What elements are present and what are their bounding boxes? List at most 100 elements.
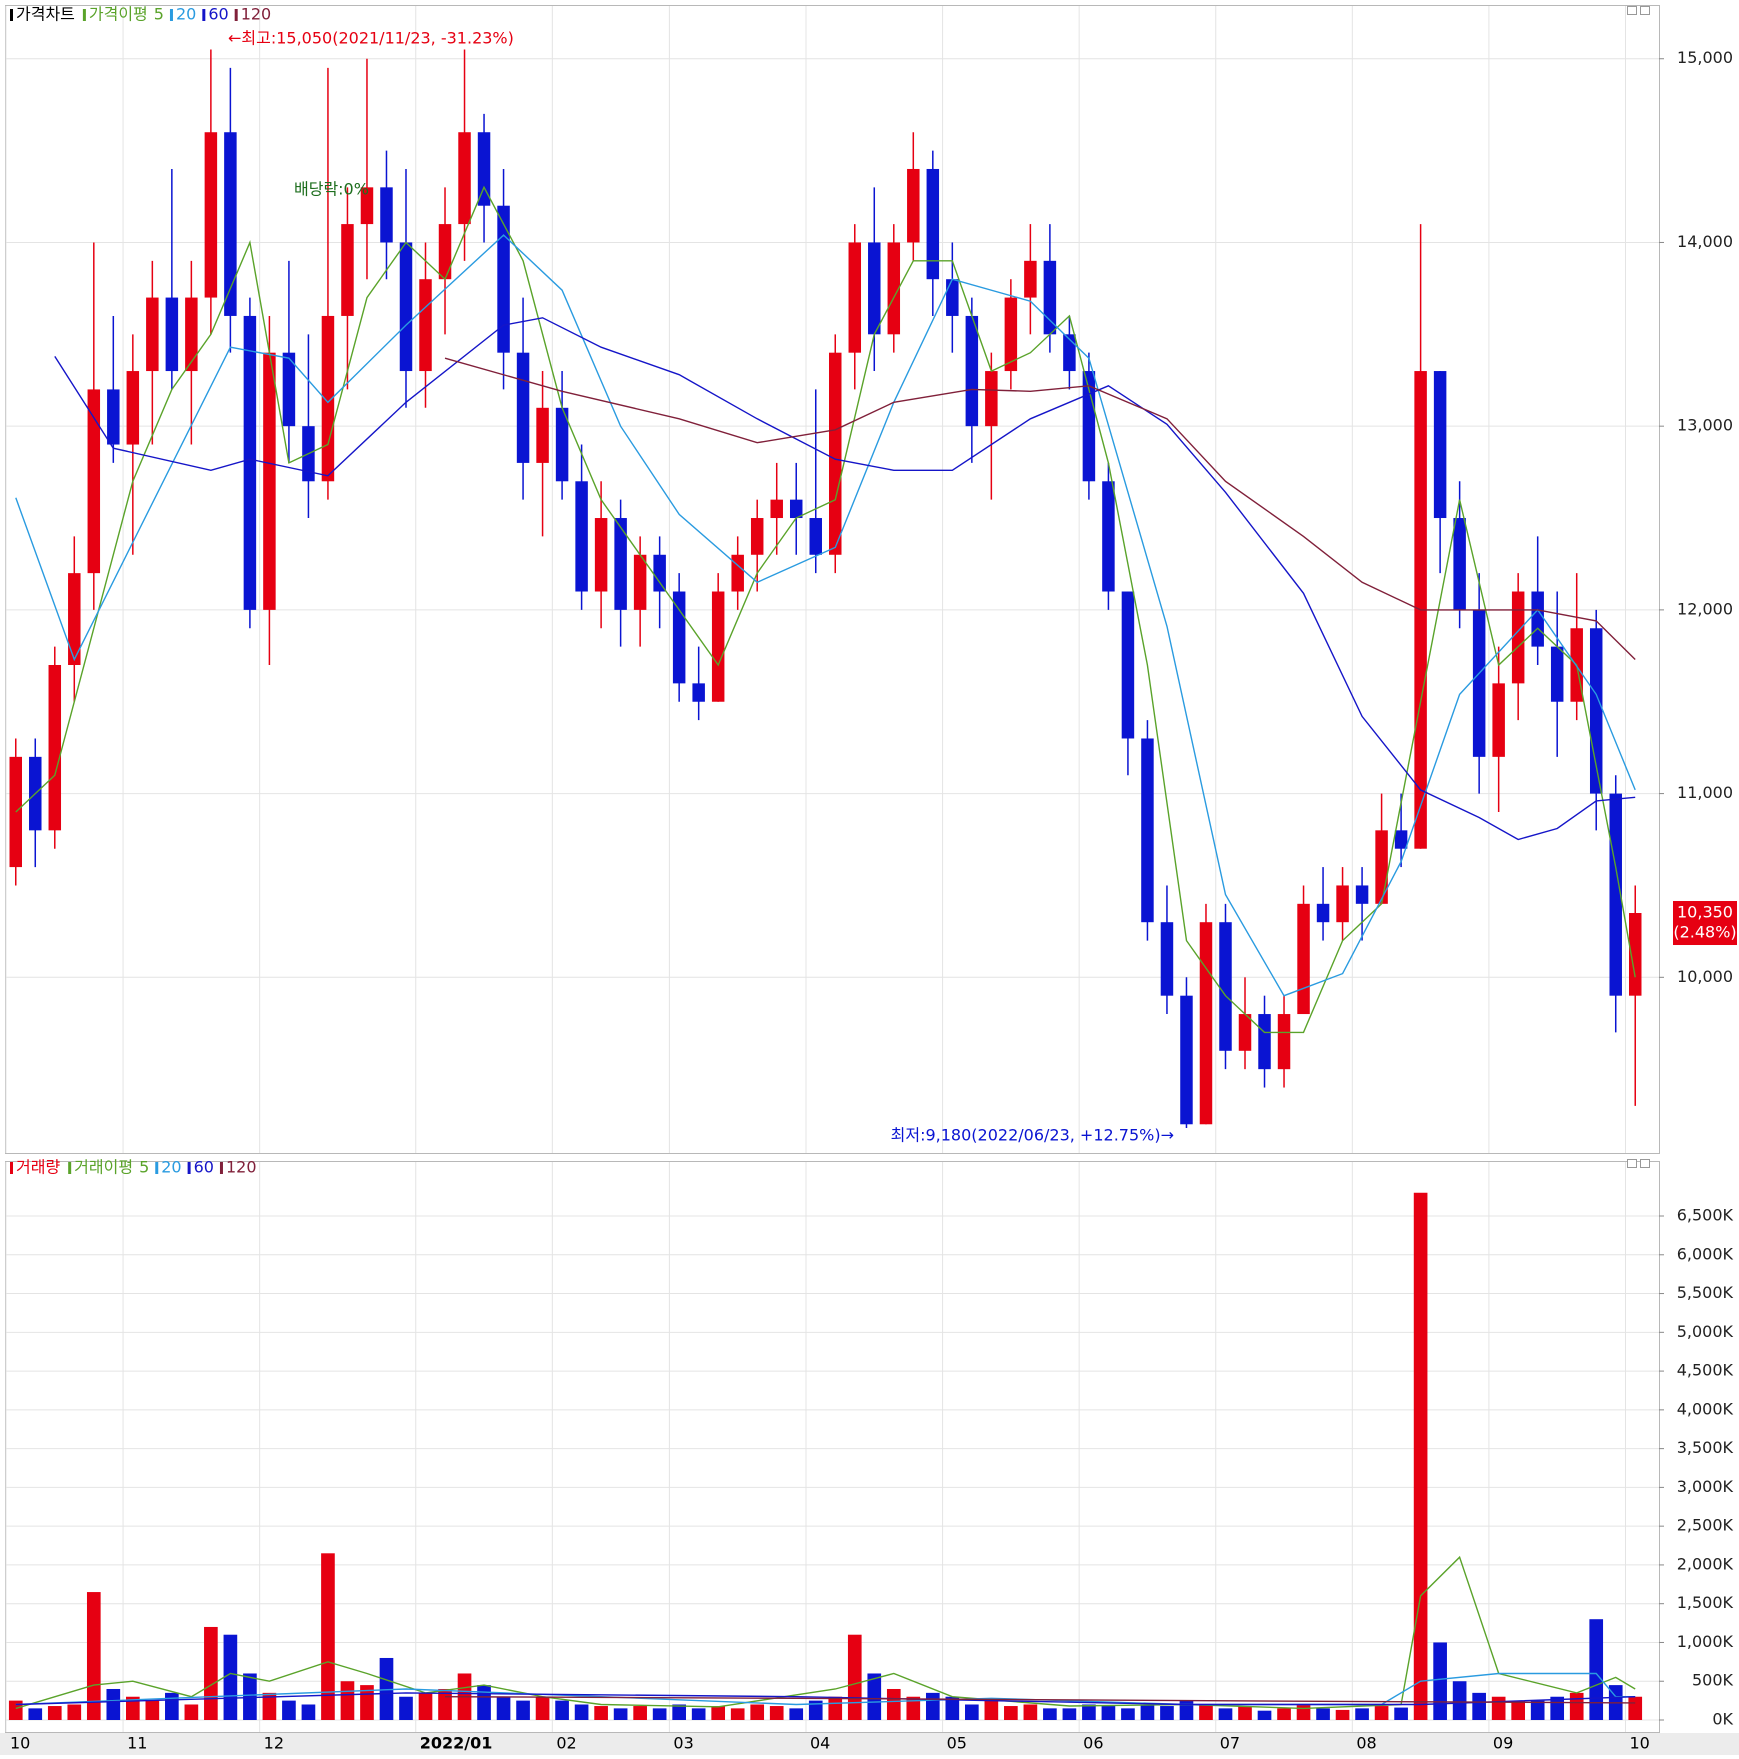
volume-bar xyxy=(1062,1708,1077,1720)
volume-bar xyxy=(282,1700,296,1720)
close-button[interactable] xyxy=(1640,1159,1650,1168)
volume-bar xyxy=(1374,1706,1389,1720)
candle-body xyxy=(516,352,530,463)
volume-bar xyxy=(769,1706,784,1720)
candle-body xyxy=(107,389,120,445)
volume-bar xyxy=(594,1706,608,1720)
y-tick-label: 13,000 xyxy=(1677,416,1733,435)
volume-bar xyxy=(223,1634,238,1720)
candle-body xyxy=(360,187,374,225)
candle-body xyxy=(672,591,686,684)
minimize-button[interactable] xyxy=(1627,6,1637,15)
volume-bar xyxy=(1413,1192,1428,1720)
close-button[interactable] xyxy=(1640,6,1650,15)
volume-bar xyxy=(984,1700,999,1720)
candle-body xyxy=(985,371,998,427)
candle-body xyxy=(87,389,101,574)
current-change: (2.48%) xyxy=(1673,923,1736,942)
candle-body xyxy=(770,499,783,519)
volume-bar xyxy=(574,1704,589,1720)
candle-body xyxy=(1121,591,1135,739)
candle-body xyxy=(282,352,296,427)
candle-body xyxy=(204,132,218,298)
volume-bar xyxy=(477,1685,491,1720)
candle-body xyxy=(497,205,510,353)
legend-marker xyxy=(234,9,238,21)
x-axis-strip xyxy=(0,1733,1739,1755)
candle-body xyxy=(555,407,569,482)
candle-body xyxy=(614,518,627,610)
volume-bar xyxy=(867,1673,882,1720)
candle-body xyxy=(1472,609,1486,757)
current-price-box xyxy=(1673,901,1737,946)
x-tick-label: 2022/01 xyxy=(420,1734,493,1753)
candle-body xyxy=(224,132,237,316)
volume-bar xyxy=(165,1692,179,1720)
candle-body xyxy=(1199,922,1213,1125)
candle-body xyxy=(1531,591,1544,647)
volume-bar xyxy=(1238,1706,1252,1720)
candle-body xyxy=(48,664,62,831)
y-tick-label: 5,000K xyxy=(1677,1322,1734,1341)
candle-body xyxy=(829,352,842,555)
candle-body xyxy=(1609,793,1622,996)
candle-body xyxy=(1141,738,1154,923)
ma-line xyxy=(15,1692,1636,1706)
volume-bar xyxy=(1589,1619,1604,1720)
volume-bar xyxy=(1316,1708,1330,1720)
legend-label: 가격이평 xyxy=(89,5,148,24)
volume-bar xyxy=(1569,1692,1584,1720)
volume-bar xyxy=(1277,1708,1291,1720)
y-tick-label: 0K xyxy=(1712,1710,1733,1729)
volume-bar xyxy=(340,1681,355,1720)
volume-bar xyxy=(555,1700,569,1720)
volume-bar xyxy=(516,1700,530,1720)
volume-bar xyxy=(1082,1704,1096,1720)
volume-bar xyxy=(243,1673,257,1720)
candle-body xyxy=(907,168,920,243)
y-tick-label: 12,000 xyxy=(1677,599,1733,618)
legend-label: 거래량 xyxy=(16,1158,60,1177)
legend-label: 60 xyxy=(208,5,228,24)
candle-body xyxy=(263,352,276,610)
candle-body xyxy=(1433,371,1447,519)
candle-body xyxy=(1297,903,1310,1015)
volume-bar xyxy=(1160,1706,1174,1720)
x-tick-label: 03 xyxy=(673,1734,693,1753)
minimize-button[interactable] xyxy=(1627,1159,1637,1168)
current-price: 10,350 xyxy=(1677,903,1733,922)
volume-bar xyxy=(496,1696,511,1720)
candle-body xyxy=(965,315,979,427)
volume-bar xyxy=(1394,1707,1408,1720)
volume-bar xyxy=(184,1704,199,1720)
volume-bar xyxy=(925,1692,940,1720)
volume-bar xyxy=(1491,1696,1506,1720)
ma-line xyxy=(444,357,1636,660)
x-tick-label: 12 xyxy=(264,1734,284,1753)
ma-line xyxy=(444,1696,1636,1704)
candle-body xyxy=(868,242,881,335)
volume-bar xyxy=(847,1634,862,1720)
volume-bar xyxy=(945,1696,960,1720)
x-tick-label: 10 xyxy=(10,1734,30,1753)
candle-body xyxy=(146,297,159,372)
candle-body xyxy=(1258,1014,1271,1070)
x-tick-label: 02 xyxy=(556,1734,576,1753)
candle-body xyxy=(789,499,803,519)
volume-bar xyxy=(125,1696,140,1720)
volume-bar xyxy=(711,1706,726,1720)
x-tick-label: 10 xyxy=(1629,1734,1649,1753)
candle-body xyxy=(380,187,393,243)
x-tick-label: 06 xyxy=(1083,1734,1103,1753)
y-tick-label: 14,000 xyxy=(1677,232,1733,251)
volume-bar xyxy=(691,1708,706,1720)
volume-bar xyxy=(535,1696,550,1720)
y-tick-label: 2,500K xyxy=(1677,1516,1734,1535)
candle-body xyxy=(692,683,705,702)
y-tick-label: 500K xyxy=(1692,1671,1734,1690)
volume-bar xyxy=(652,1708,667,1720)
y-tick-label: 15,000 xyxy=(1677,48,1733,67)
candle-body xyxy=(633,554,647,610)
volume-bar xyxy=(1433,1642,1447,1720)
